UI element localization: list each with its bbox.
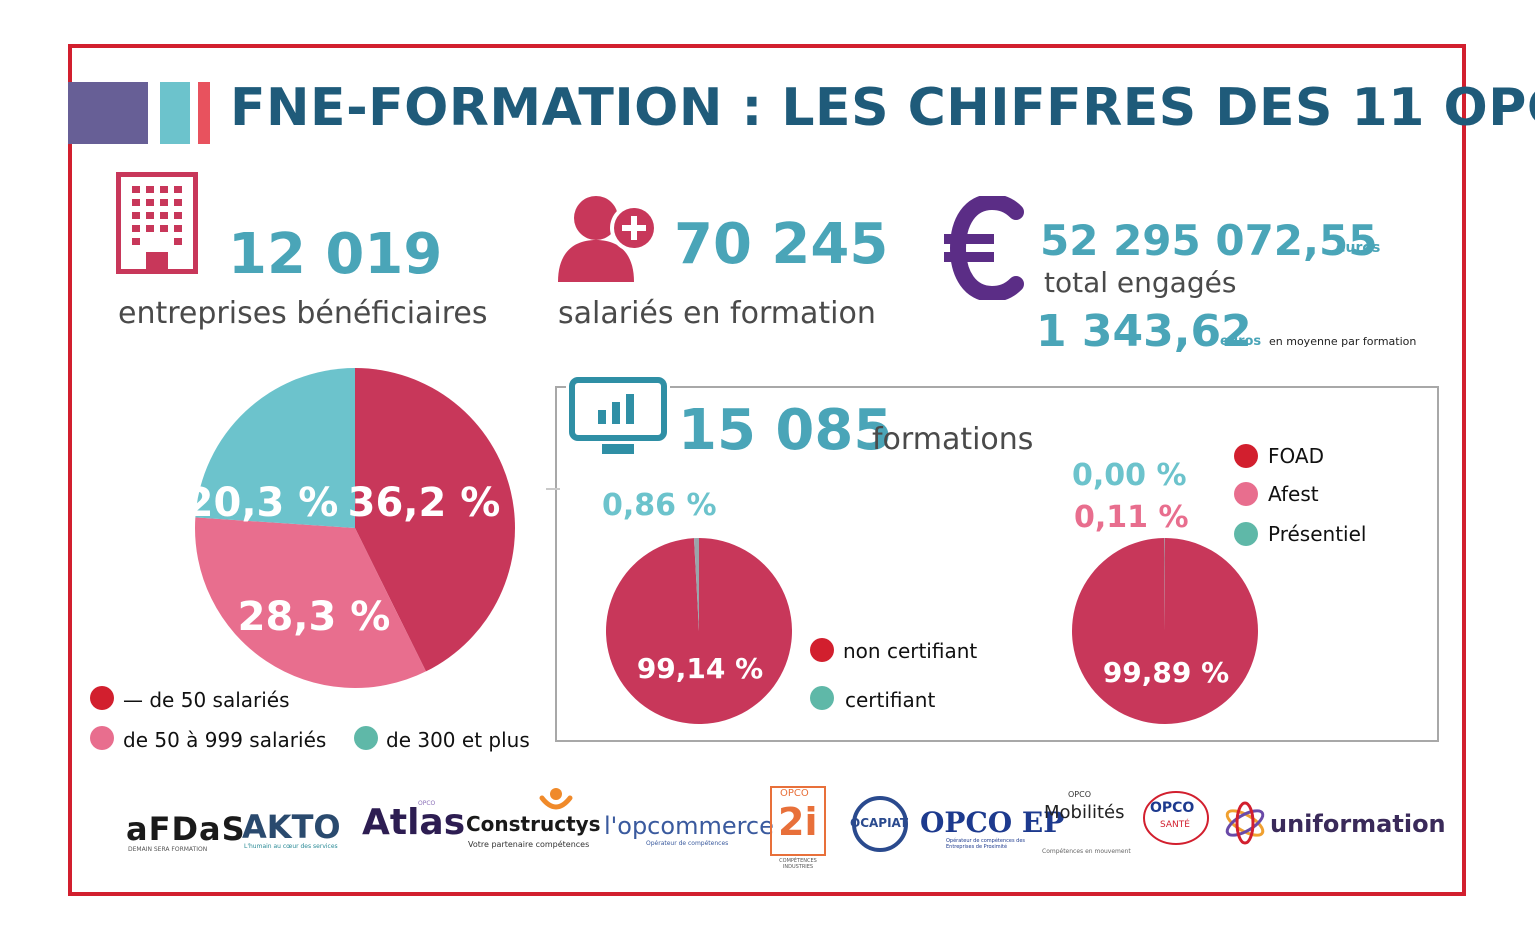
logo-opcommerce: l'opcommerce <box>604 812 774 840</box>
pie-slice-1 <box>693 538 699 631</box>
constructys-symbol-icon <box>539 788 573 810</box>
title-bar-teal <box>160 82 190 144</box>
logo-opco2i-sub: COMPÉTENCES INDUSTRIES <box>779 858 817 870</box>
logo-opcoep-sub: Opérateur de compétences des Entreprises… <box>946 838 1026 850</box>
total-value: 52 295 072,55 <box>1040 216 1378 265</box>
average-suffix: en moyenne par formation <box>1269 335 1417 348</box>
pie-value-label-2: 20,3 % <box>192 480 338 526</box>
total-unit: euros <box>1336 240 1381 256</box>
logo-afdas: aFDaS <box>126 810 246 848</box>
logo-opcommerce-sub: Opérateur de compétences <box>646 840 729 847</box>
building-icon <box>116 172 198 274</box>
logo-akto: AKTO <box>242 808 341 846</box>
title-bar-purple <box>68 82 148 144</box>
logo-mobilites-sub: Compétences en mouvement <box>1042 848 1131 855</box>
pie-chart-modality: 99,89 % <box>1072 538 1258 724</box>
companies-label: entreprises bénéficiaires <box>118 296 488 331</box>
logo-opco2i-top: OPCO <box>780 788 809 799</box>
logo-sante: SANTÉ <box>1160 820 1190 830</box>
legend-label-foad: FOAD <box>1268 444 1324 468</box>
logo-akto-sub: L'humain au cœur des services <box>244 843 338 850</box>
title-bar-red <box>198 82 210 144</box>
logo-afdas-sub: DEMAIN SERA FORMATION <box>128 846 208 853</box>
formations-label: formations <box>872 422 1034 457</box>
user-plus-icon <box>558 196 658 282</box>
monitor-chart-icon <box>566 374 670 460</box>
companies-value: 12 019 <box>228 222 443 287</box>
legend-label-medium: de 50 à 999 salariés <box>123 728 327 752</box>
legend-label-certifiant: certifiant <box>845 688 936 712</box>
formations-value: 15 085 <box>678 398 893 463</box>
logo-opco2i: 2i <box>778 800 818 844</box>
logo-mobilites: Mobilités <box>1044 802 1125 823</box>
logo-mobilites-top: OPCO <box>1068 790 1092 799</box>
frame-border <box>68 44 1466 896</box>
presentiel-percent: 0,00 % <box>1072 458 1187 493</box>
logo-constructys: Constructys <box>466 812 601 836</box>
legend-dot-certifiant <box>810 686 834 710</box>
legend-label-non-certifiant: non certifiant <box>843 639 978 663</box>
pie-chart-certification: 99,14 % <box>606 538 792 724</box>
legend-dot-non-certifiant <box>810 638 834 662</box>
legend-dot-large <box>354 726 378 750</box>
pie-value-label-0: 99,14 % <box>637 652 763 685</box>
opco-sante-ring-icon <box>1143 791 1209 845</box>
logo-sante-top: OPCO <box>1150 800 1195 816</box>
logo-ocapiat: OCAPIAT <box>850 816 909 830</box>
pie-slice-0 <box>355 368 516 672</box>
euro-icon <box>944 196 1024 300</box>
ocapiat-ring-icon <box>852 796 908 852</box>
employees-value: 70 245 <box>674 212 889 277</box>
logo-opcoep: OPCO EP <box>920 806 1065 839</box>
uniformation-atom-icon <box>1225 801 1265 845</box>
legend-dot-presentiel <box>1234 522 1258 546</box>
legend-label-afest: Afest <box>1268 482 1319 506</box>
pie-value-label-0: 99,89 % <box>1103 656 1229 689</box>
logo-constructys-sub: Votre partenaire compétences <box>468 840 590 849</box>
pie-chart-company-size: 36,2 % 28,3 % 20,3 % <box>192 368 516 688</box>
legend-dot-foad <box>1234 444 1258 468</box>
legend-dot-afest <box>1234 482 1258 506</box>
total-label: total engagés <box>1044 266 1237 299</box>
employees-label: salariés en formation <box>558 296 876 331</box>
pie-value-label-0: 36,2 % <box>348 480 501 526</box>
legend-dot-small <box>90 686 114 710</box>
legend-label-small: — de 50 salariés <box>123 688 290 712</box>
box-tick <box>546 488 560 490</box>
legend-dot-medium <box>90 726 114 750</box>
page-title: FNE-FORMATION : LES CHIFFRES DES 11 OPCO <box>230 78 1535 138</box>
legend-label-large: de 300 et plus <box>386 728 530 752</box>
pie-slice-1 <box>194 517 426 688</box>
average-value: 1 343,62 <box>1036 306 1252 357</box>
logo-uniformation: uniformation <box>1270 810 1446 838</box>
logo-atlas: Atlas <box>362 802 466 843</box>
pie-slice-2 <box>195 368 355 528</box>
certifiant-percent: 0,86 % <box>602 488 717 523</box>
afest-percent: 0,11 % <box>1074 500 1189 535</box>
formations-box <box>555 386 1439 742</box>
pie-value-label-1: 28,3 % <box>238 594 391 640</box>
opco2i-badge <box>770 786 826 856</box>
average-unit: euros <box>1220 334 1262 349</box>
legend-label-presentiel: Présentiel <box>1268 522 1367 546</box>
pie-slice-1 <box>1164 538 1165 631</box>
logo-atlas-sup: OPCO <box>418 800 436 807</box>
